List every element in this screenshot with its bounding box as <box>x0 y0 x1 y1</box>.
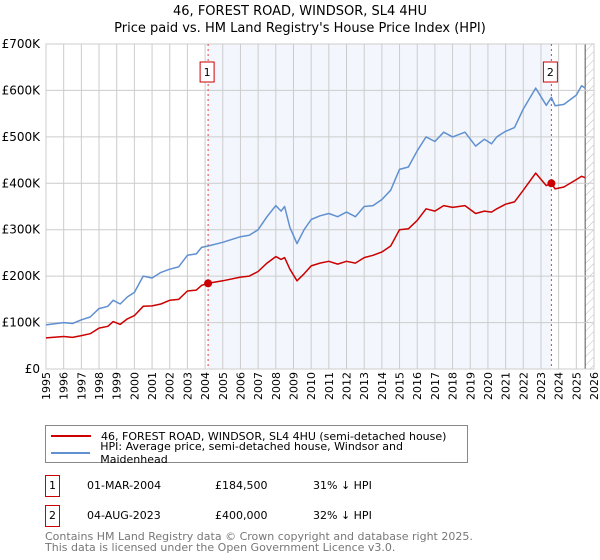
x-tick-label: 2000 <box>128 372 141 400</box>
y-tick-label: £400K <box>2 176 42 190</box>
sale-marker-badge: 1 <box>45 475 60 497</box>
x-tick-label: 1998 <box>93 372 106 400</box>
sale-marker-badge: 2 <box>45 505 60 527</box>
sale-label: 2 <box>547 66 554 79</box>
y-tick-label: £200K <box>2 269 42 283</box>
sale-hpi-diff: 32% ↓ HPI <box>313 509 372 522</box>
y-tick-label: £600K <box>2 83 42 97</box>
x-tick-label: 2004 <box>199 372 212 400</box>
footer-licence: This data is licensed under the Open Gov… <box>45 541 396 554</box>
chart-subtitle: Price paid vs. HM Land Registry's House … <box>114 21 486 36</box>
sale-label-box <box>199 61 215 83</box>
hpi-line <box>45 85 586 326</box>
legend-label: 46, FOREST ROAD, WINDSOR, SL4 4HU (semi-… <box>101 429 447 443</box>
x-tick-label: 2011 <box>323 372 336 400</box>
property-price-line <box>45 172 586 339</box>
price-chart: 1995 1996 1997 1998 1999 2000 2001 2002 2003 2004… <box>2 37 600 400</box>
sale-date: 04-AUG-2023 <box>87 509 161 522</box>
sale-point <box>547 179 556 188</box>
y-tick-label: £100K <box>2 316 42 330</box>
x-tick-label: 2020 <box>482 372 495 400</box>
x-tick-label: 2014 <box>376 372 389 400</box>
sale-price: £184,500 <box>215 479 268 492</box>
x-tick-label: 2012 <box>341 372 354 400</box>
legend-item-property: 46, FOREST ROAD, WINDSOR, SL4 4HU (semi-… <box>51 428 446 444</box>
x-tick-label: 2002 <box>164 372 177 400</box>
footer-copyright: Contains HM Land Registry data © Crown c… <box>45 530 473 543</box>
legend: 46, FOREST ROAD, WINDSOR, SL4 4HU (semi-… <box>45 425 468 466</box>
plot-frame <box>45 43 595 370</box>
x-tick-label: 2022 <box>517 372 530 400</box>
x-tick-label: 1996 <box>58 372 71 400</box>
x-tick-label: 2021 <box>500 372 513 400</box>
x-tick-label: 2013 <box>358 372 371 400</box>
forecast-hatch <box>585 44 594 369</box>
x-tick-label: 1999 <box>111 372 124 400</box>
x-tick-label: 2007 <box>252 372 265 400</box>
sale-label-box <box>542 61 558 83</box>
chart-title: 46, FOREST ROAD, WINDSOR, SL4 4HU <box>173 4 427 19</box>
x-tick-label: 2026 <box>588 372 600 400</box>
legend-label: HPI: Average price, semi-detached house,… <box>100 440 403 466</box>
y-tick-label: £0 <box>25 362 40 376</box>
sale-hpi-diff: 31% ↓ HPI <box>313 479 372 492</box>
x-tick-label: 2010 <box>305 372 318 400</box>
x-tick-label: 2006 <box>234 372 247 400</box>
x-tick-label: 2008 <box>270 372 283 400</box>
x-tick-label: 2019 <box>464 372 477 400</box>
x-tick-label: 2015 <box>394 372 407 400</box>
sale-point <box>204 279 213 288</box>
x-tick-label: 2025 <box>570 372 583 400</box>
x-tick-label: 2005 <box>217 372 230 400</box>
legend-swatch-blue <box>51 452 91 454</box>
x-tick-label: 2024 <box>553 372 566 400</box>
x-tick-label: 1995 <box>40 372 53 400</box>
sale-date: 01-MAR-2004 <box>87 479 162 492</box>
x-tick-label: 2017 <box>429 372 442 400</box>
x-tick-label: 2023 <box>535 372 548 400</box>
sale-period-shading <box>208 44 552 369</box>
sale-label: 1 <box>204 66 211 79</box>
x-tick-label: 2016 <box>411 372 424 400</box>
x-tick-label: 2018 <box>447 372 460 400</box>
x-tick-label: 2003 <box>181 372 194 400</box>
y-tick-label: £300K <box>2 223 42 237</box>
legend-swatch-red <box>51 435 91 437</box>
y-tick-label: £700K <box>2 37 42 51</box>
x-tick-label: 2009 <box>287 372 300 400</box>
x-tick-label: 1997 <box>75 372 88 400</box>
sale-price: £400,000 <box>215 509 268 522</box>
legend-item-hpi: HPI: Average price, semi-detached house,… <box>51 440 467 466</box>
x-tick-label: 2001 <box>146 372 159 400</box>
y-tick-label: £500K <box>2 130 42 144</box>
